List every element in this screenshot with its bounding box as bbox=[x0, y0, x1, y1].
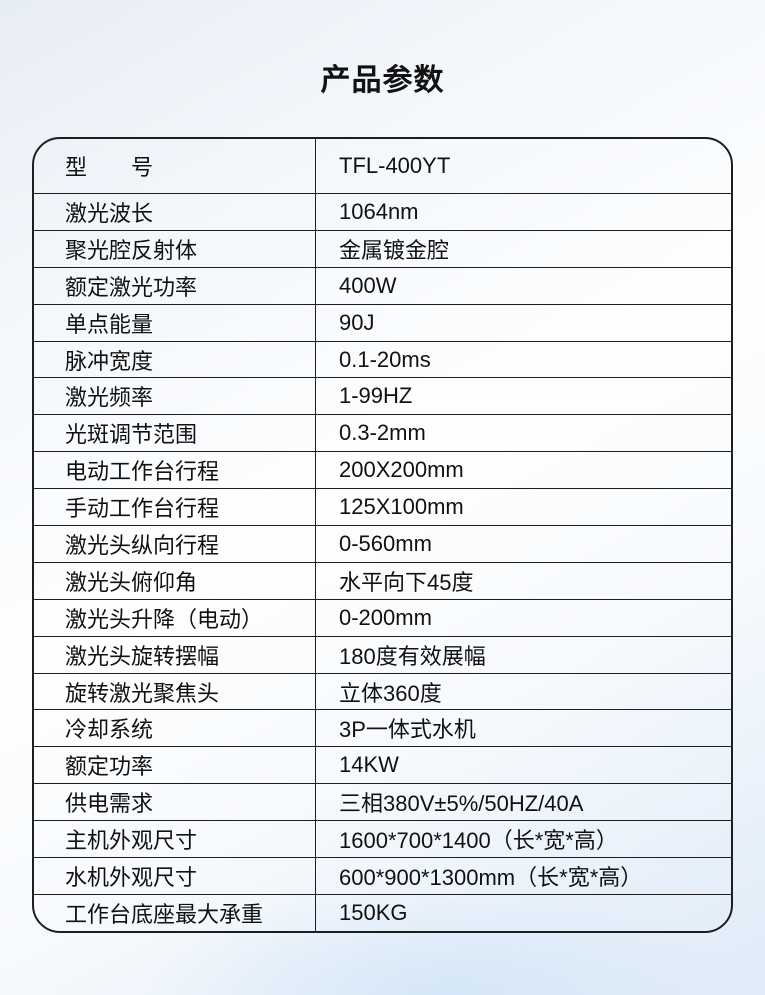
spec-label: 激光头纵向行程 bbox=[65, 532, 220, 558]
spec-label: 工作台底座最大承重 bbox=[65, 901, 264, 927]
spec-value: 1064nm bbox=[315, 194, 731, 230]
table-row: 单点能量 90J bbox=[34, 303, 731, 341]
table-row: 旋转激光聚焦头 立体360度 bbox=[34, 672, 731, 710]
spec-label: 额定功率 bbox=[65, 754, 154, 780]
page-title: 产品参数 bbox=[320, 64, 445, 97]
table-row: 额定激光功率 400W bbox=[34, 266, 731, 304]
table-row: 脉冲宽度 0.1-20ms bbox=[34, 340, 731, 378]
spec-value: 1600*700*1400（长*宽*高） bbox=[315, 821, 731, 858]
spec-label: 激光头升降（电动） bbox=[65, 606, 264, 632]
spec-label: 聚光腔反射体 bbox=[65, 237, 198, 263]
table-row: 冷却系统 3P一体式水机 bbox=[34, 709, 731, 747]
spec-label: 光斑调节范围 bbox=[65, 422, 198, 448]
spec-value: 0-200mm bbox=[315, 599, 731, 636]
spec-value: 3P一体式水机 bbox=[315, 710, 731, 747]
spec-value: 水平向下45度 bbox=[315, 562, 731, 599]
spec-value: 0.3-2mm bbox=[315, 415, 731, 452]
table-row: 手动工作台行程 125X100mm bbox=[34, 488, 731, 526]
spec-label: 激光波长 bbox=[65, 200, 154, 226]
spec-label: 型 号 bbox=[65, 155, 154, 180]
table-row: 主机外观尺寸 1600*700*1400（长*宽*高） bbox=[34, 820, 731, 858]
table-row: 工作台底座最大承重 150KG bbox=[34, 893, 731, 931]
table-row: 激光头升降（电动） 0-200mm bbox=[34, 598, 731, 636]
table-row: 激光频率 1-99HZ bbox=[34, 377, 731, 415]
spec-label: 水机外观尺寸 bbox=[65, 864, 198, 890]
spec-value: 1-99HZ bbox=[315, 378, 731, 415]
spec-value: 90J bbox=[315, 304, 731, 341]
spec-label: 脉冲宽度 bbox=[65, 348, 154, 374]
spec-label: 供电需求 bbox=[65, 791, 154, 817]
spec-label: 激光头俯仰角 bbox=[65, 569, 198, 595]
table-row: 激光波长 1064nm bbox=[34, 193, 731, 230]
spec-value: 0.1-20ms bbox=[315, 341, 731, 378]
table-row: 型 号 TFL-400YT bbox=[34, 139, 731, 193]
table-row: 水机外观尺寸 600*900*1300mm（长*宽*高） bbox=[34, 857, 731, 894]
spec-value: 200X200mm bbox=[315, 452, 731, 489]
spec-label: 冷却系统 bbox=[65, 717, 154, 743]
spec-value: 金属镀金腔 bbox=[315, 230, 731, 267]
spec-value: 14KW bbox=[315, 747, 731, 784]
spec-label: 单点能量 bbox=[65, 311, 154, 337]
table-row: 激光头俯仰角 水平向下45度 bbox=[34, 561, 731, 599]
table-row: 聚光腔反射体 金属镀金腔 bbox=[34, 229, 731, 267]
spec-value: 150KG bbox=[315, 894, 731, 931]
spec-table: 型 号 TFL-400YT 激光波长 1064nm 聚光腔反射体 金属镀金腔 额… bbox=[32, 137, 733, 933]
spec-value: 180度有效展幅 bbox=[315, 636, 731, 673]
spec-value: 125X100mm bbox=[315, 489, 731, 526]
table-row: 激光头旋转摆幅 180度有效展幅 bbox=[34, 635, 731, 673]
spec-value: TFL-400YT bbox=[315, 139, 731, 193]
table-row: 额定功率 14KW bbox=[34, 746, 731, 784]
spec-value: 600*900*1300mm（长*宽*高） bbox=[315, 858, 731, 894]
spec-value: 立体360度 bbox=[315, 673, 731, 710]
spec-value: 400W bbox=[315, 267, 731, 304]
table-row: 供电需求 三相380V±5%/50HZ/40A bbox=[34, 783, 731, 821]
table-row: 激光头纵向行程 0-560mm bbox=[34, 525, 731, 562]
spec-label: 激光头旋转摆幅 bbox=[65, 643, 220, 669]
spec-label: 旋转激光聚焦头 bbox=[65, 680, 220, 706]
spec-label: 手动工作台行程 bbox=[65, 496, 220, 522]
table-row: 电动工作台行程 200X200mm bbox=[34, 451, 731, 489]
spec-value: 三相380V±5%/50HZ/40A bbox=[315, 784, 731, 821]
spec-label: 额定激光功率 bbox=[65, 274, 198, 300]
spec-label: 电动工作台行程 bbox=[65, 459, 220, 485]
spec-label: 激光频率 bbox=[65, 385, 154, 411]
table-row: 光斑调节范围 0.3-2mm bbox=[34, 414, 731, 452]
spec-label: 主机外观尺寸 bbox=[65, 828, 198, 854]
spec-value: 0-560mm bbox=[315, 526, 731, 562]
